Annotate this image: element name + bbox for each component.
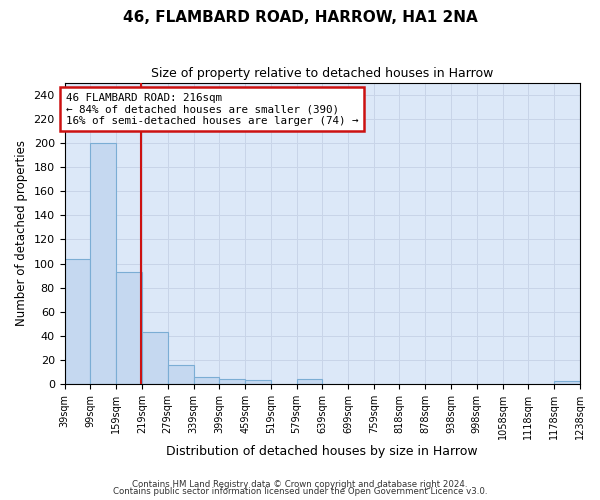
Bar	[245, 380, 271, 384]
Text: 46, FLAMBARD ROAD, HARROW, HA1 2NA: 46, FLAMBARD ROAD, HARROW, HA1 2NA	[122, 10, 478, 25]
Bar	[142, 332, 168, 384]
Bar	[194, 376, 219, 384]
Title: Size of property relative to detached houses in Harrow: Size of property relative to detached ho…	[151, 68, 493, 80]
Bar	[296, 379, 322, 384]
Bar	[219, 379, 245, 384]
Y-axis label: Number of detached properties: Number of detached properties	[15, 140, 28, 326]
Bar	[65, 258, 91, 384]
Text: Contains public sector information licensed under the Open Government Licence v3: Contains public sector information licen…	[113, 487, 487, 496]
Text: 46 FLAMBARD ROAD: 216sqm
← 84% of detached houses are smaller (390)
16% of semi-: 46 FLAMBARD ROAD: 216sqm ← 84% of detach…	[66, 92, 358, 126]
X-axis label: Distribution of detached houses by size in Harrow: Distribution of detached houses by size …	[166, 444, 478, 458]
Bar	[554, 382, 580, 384]
Bar	[91, 143, 116, 384]
Bar	[116, 272, 142, 384]
Bar	[168, 364, 194, 384]
Text: Contains HM Land Registry data © Crown copyright and database right 2024.: Contains HM Land Registry data © Crown c…	[132, 480, 468, 489]
